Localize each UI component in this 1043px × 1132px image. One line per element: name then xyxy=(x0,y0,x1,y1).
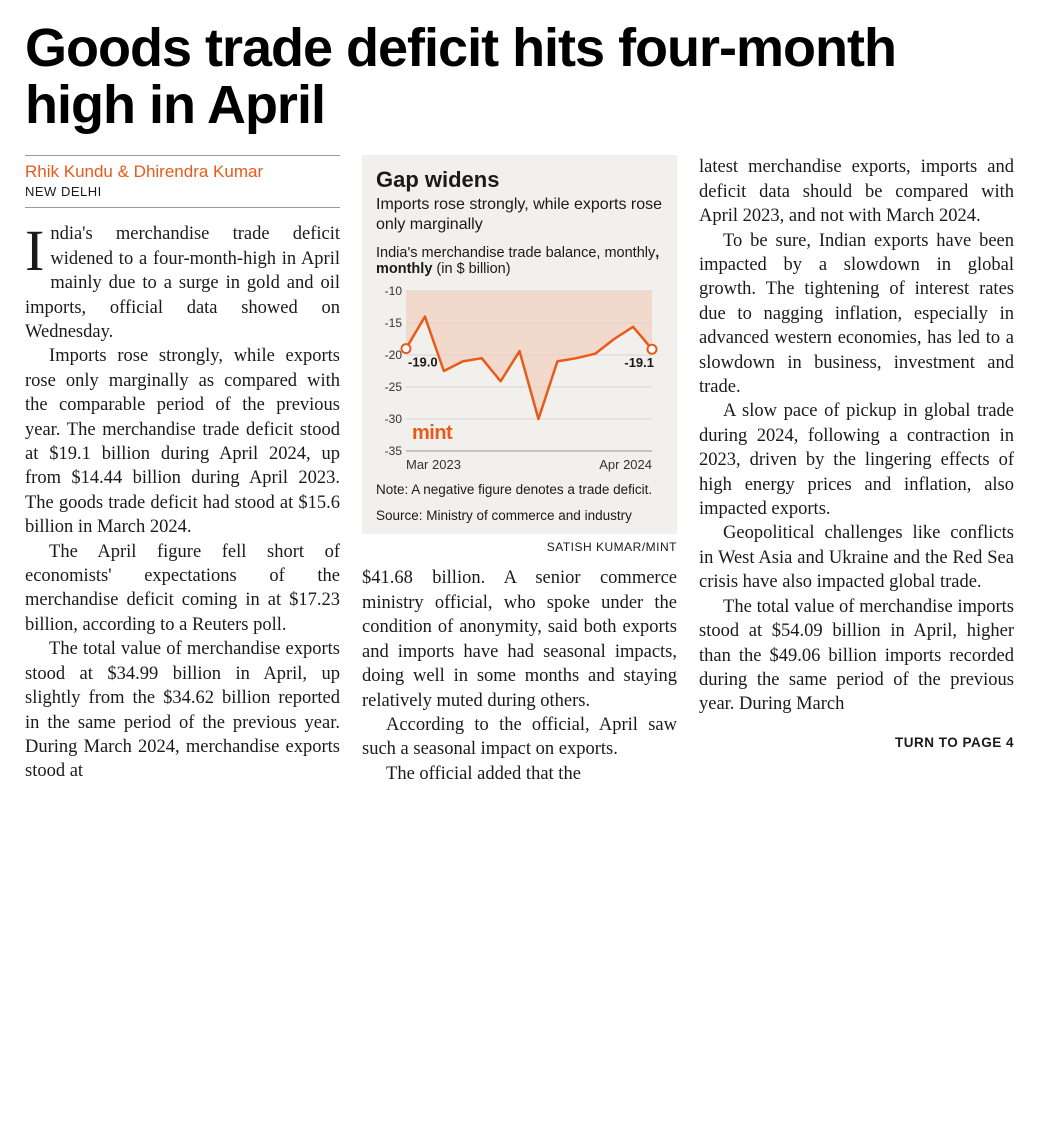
brand-logo: mint xyxy=(412,422,452,445)
chart-area: -10 -15 -20 -25 -30 -35 -19.0 -19.1 Mar 2023 Apr … xyxy=(376,283,662,473)
dropcap: I xyxy=(25,222,50,275)
col1-p1: ndia's merchandise trade deficit widened… xyxy=(25,224,340,342)
byline-location: NEW DELHI xyxy=(25,184,340,199)
col1-p4: The total value of merchandise exports s… xyxy=(25,637,340,783)
col2-p3: The official added that the xyxy=(362,762,677,786)
col3-p2: To be sure, Indian exports have been imp… xyxy=(699,229,1014,400)
svg-text:Mar 2023: Mar 2023 xyxy=(406,457,461,472)
chart-note: Note: A negative figure denotes a trade … xyxy=(376,481,663,499)
svg-text:-10: -10 xyxy=(385,284,403,298)
svg-text:-35: -35 xyxy=(385,444,403,458)
col3-p4: Geopolitical challenges like conflicts i… xyxy=(699,521,1014,594)
column-1: Rhik Kundu & Dhirendra Kumar NEW DELHI I… xyxy=(25,155,340,786)
svg-text:-30: -30 xyxy=(385,412,403,426)
chart-metric-label: India's merchandise trade balance, month… xyxy=(376,245,655,261)
column-3: latest merchandise exports, imports and … xyxy=(699,155,1014,786)
chart-source: Source: Ministry of commerce and industr… xyxy=(376,507,663,525)
chart-box: Gap widens Imports rose strongly, while … xyxy=(362,155,677,534)
chart-subtitle: Imports rose strongly, while exports ros… xyxy=(376,195,663,235)
col3-p3: A slow pace of pickup in global trade du… xyxy=(699,399,1014,521)
col1-p3: The April figure fell short of economist… xyxy=(25,540,340,638)
chart-metric: India's merchandise trade balance, month… xyxy=(376,245,663,277)
col3-p5: The total value of merchandise imports s… xyxy=(699,595,1014,717)
svg-text:Apr 2024: Apr 2024 xyxy=(599,457,652,472)
body-col2: $41.68 billion. A senior commerce minist… xyxy=(362,566,677,786)
chart-metric-bold: monthly xyxy=(376,261,432,277)
svg-text:-19.0: -19.0 xyxy=(408,355,438,370)
body-col3: latest merchandise exports, imports and … xyxy=(699,155,1014,716)
svg-text:-20: -20 xyxy=(385,348,403,362)
body-col1: India's merchandise trade deficit widene… xyxy=(25,222,340,783)
chart-title: Gap widens xyxy=(376,167,663,193)
article-headline: Goods trade deficit hits four-month high… xyxy=(25,20,1018,133)
turn-to-page: TURN TO PAGE 4 xyxy=(699,735,1014,750)
chart-credit: SATISH KUMAR/MINT xyxy=(362,540,677,554)
col2-p1: $41.68 billion. A senior commerce minist… xyxy=(362,566,677,712)
col3-p1: latest merchandise exports, imports and … xyxy=(699,155,1014,228)
byline-authors: Rhik Kundu & Dhirendra Kumar xyxy=(25,162,340,182)
column-2: Gap widens Imports rose strongly, while … xyxy=(362,155,677,786)
svg-text:-19.1: -19.1 xyxy=(624,356,654,371)
byline-block: Rhik Kundu & Dhirendra Kumar NEW DELHI xyxy=(25,155,340,208)
col1-p2: Imports rose strongly, while exports ros… xyxy=(25,344,340,539)
svg-text:-15: -15 xyxy=(385,316,403,330)
chart-metric-unit: (in $ billion) xyxy=(436,261,510,277)
svg-text:-25: -25 xyxy=(385,380,403,394)
col2-p2: According to the official, April saw suc… xyxy=(362,713,677,762)
